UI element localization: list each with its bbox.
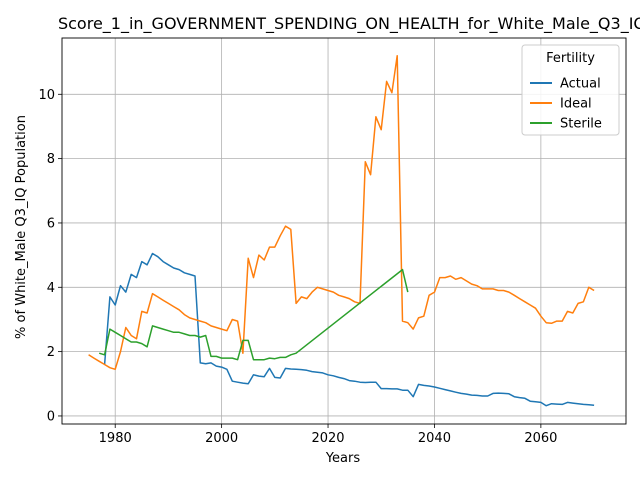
series-line-sterile <box>98 268 409 361</box>
y-tick-label: 0 <box>47 409 55 424</box>
series-line-actual <box>103 252 595 407</box>
x-tick-label: 2060 <box>524 431 557 446</box>
legend: Fertility Actual Ideal Sterile <box>521 44 620 136</box>
y-tick-label: 4 <box>47 281 55 296</box>
y-tick-label: 2 <box>47 345 55 360</box>
legend-box <box>521 44 620 136</box>
y-axis-label: % of White_Male Q3_IQ Population <box>14 115 29 339</box>
legend-title: Fertility <box>546 51 595 66</box>
y-tick-label: 6 <box>47 216 55 231</box>
legend-label-ideal: Ideal <box>560 97 592 112</box>
series-line-ideal <box>88 54 595 371</box>
axis-ticks: 1980 2000 2020 2040 2060 0 2 4 6 8 10 <box>38 88 557 446</box>
series-lines <box>88 54 595 407</box>
x-tick-label: 2020 <box>311 431 344 446</box>
x-tick-label: 2040 <box>418 431 451 446</box>
y-tick-label: 8 <box>47 152 55 167</box>
plot-area-frame <box>61 37 627 425</box>
x-axis-label: Years <box>325 451 361 466</box>
legend-label-actual: Actual <box>560 77 601 92</box>
x-tick-label: 2000 <box>205 431 238 446</box>
legend-label-sterile: Sterile <box>560 117 602 132</box>
y-tick-label: 10 <box>38 88 55 103</box>
x-tick-label: 1980 <box>99 431 132 446</box>
chart-title: Score_1_in_GOVERNMENT_SPENDING_ON_HEALTH… <box>58 14 640 34</box>
